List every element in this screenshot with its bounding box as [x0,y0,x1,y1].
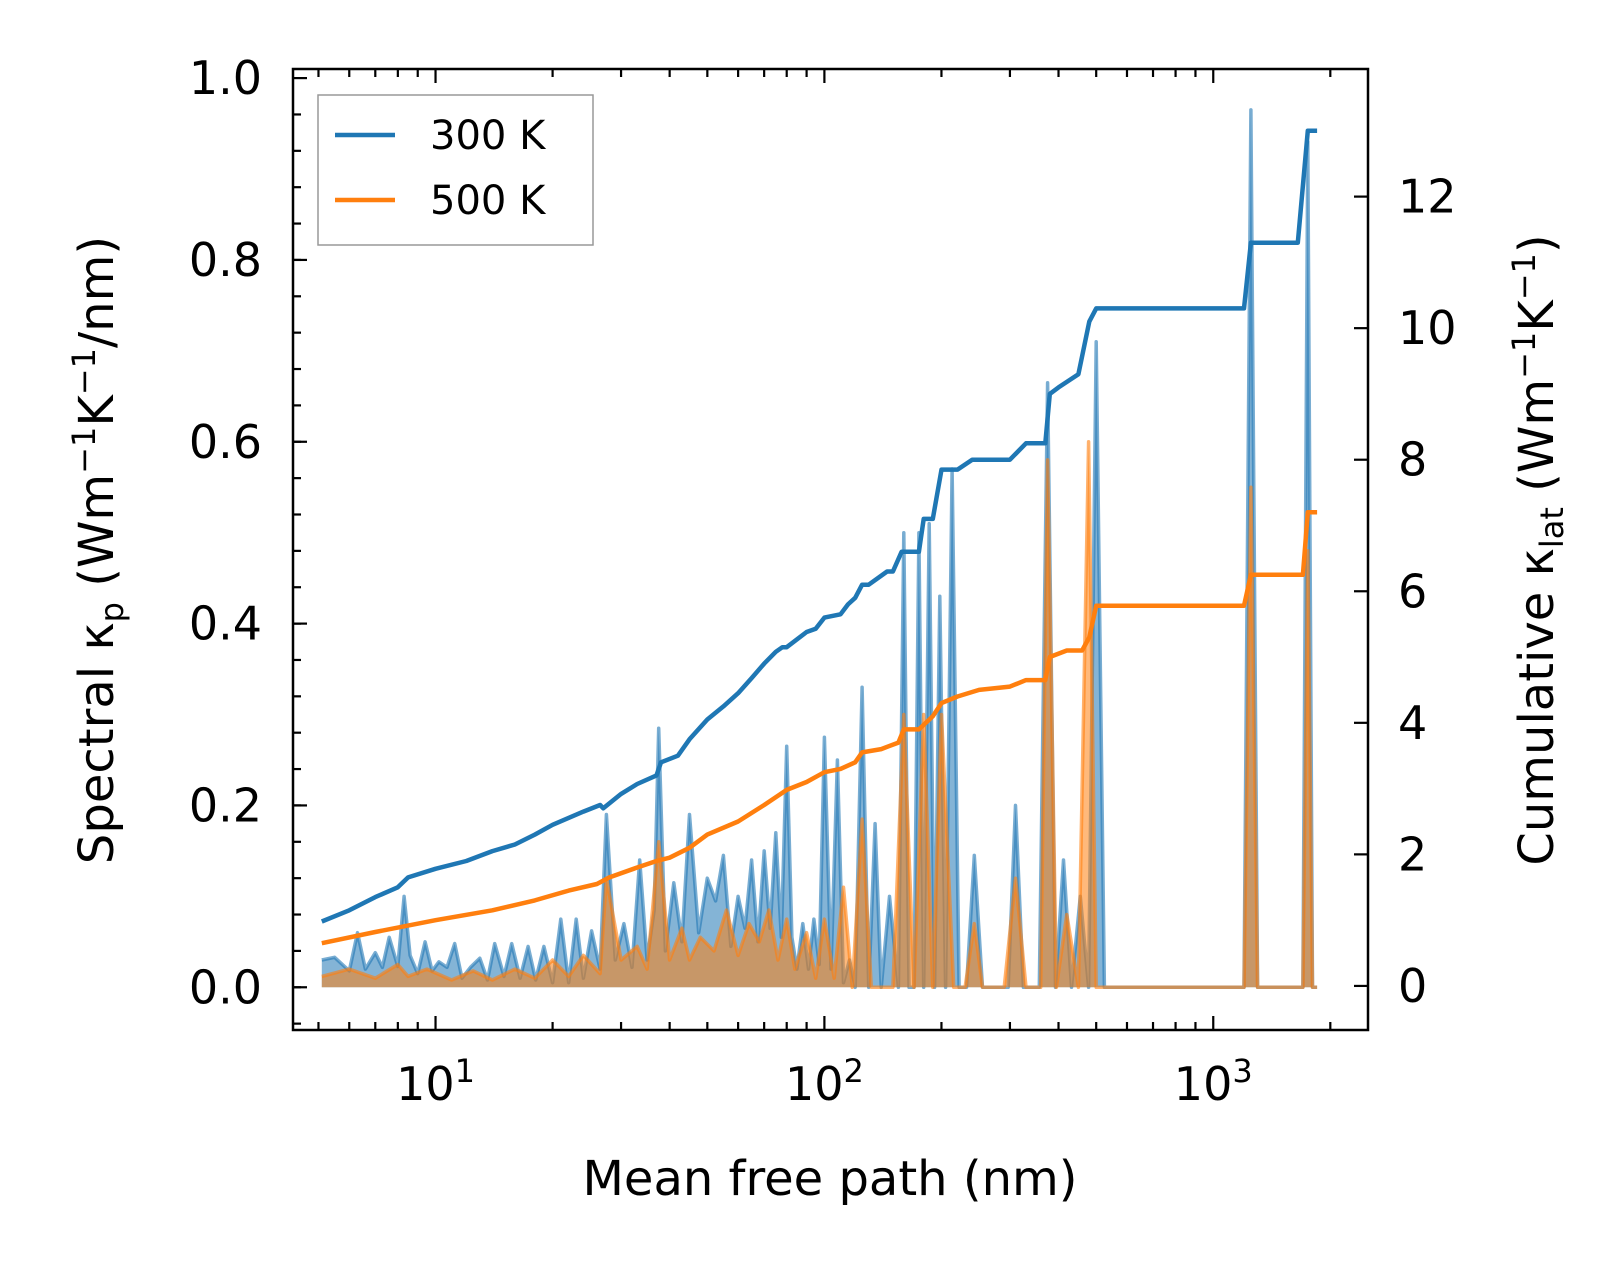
legend: 300 K 500 K [317,94,594,246]
x-tick-label: 102 [785,1052,864,1111]
legend-box [317,94,594,246]
right-y-tick-label: 12 [1398,170,1457,224]
left-y-tick-label: 0.6 [189,415,262,469]
cumulative-line-500k [321,510,1318,946]
legend-label-300k: 300 K [430,113,547,159]
left-y-tick-label: 1.0 [189,51,262,105]
left-y-tick-label: 0.2 [189,778,262,832]
right-y-tick-label: 4 [1398,696,1427,750]
right-y-tick-label: 2 [1398,827,1427,881]
plot-frame [291,67,1370,1032]
spectral-line-500k [321,440,1318,990]
legend-label-500k: 500 K [430,178,547,224]
right-y-tick-label: 0 [1398,959,1427,1013]
left-y-tick-label: 0.8 [189,233,262,287]
axis-ticks: 101 102 103 0.0 0.2 0.4 0.6 0.8 1.0 0 2 4 6 8 10 12 [189,51,1457,1111]
x-tick-label: 103 [1174,1052,1253,1111]
x-axis-title: Mean free path (nm) [583,1151,1078,1207]
left-y-tick-label: 0.0 [189,960,262,1014]
cumulative-lines [320,128,1318,946]
spectral-fills [321,108,1318,990]
left-y-tick-label: 0.4 [189,597,262,651]
cumulative-line-300k [320,128,1318,924]
right-y-axis-title: Cumulative κlat (Wm−1K−1) [1505,234,1571,865]
right-y-tick-label: 6 [1398,564,1427,618]
right-y-tick-label: 10 [1398,301,1457,355]
left-y-axis-title: Spectral κp (Wm−1K−1/nm) [65,236,131,864]
x-tick-label: 101 [396,1052,475,1111]
right-y-tick-label: 8 [1398,433,1427,487]
